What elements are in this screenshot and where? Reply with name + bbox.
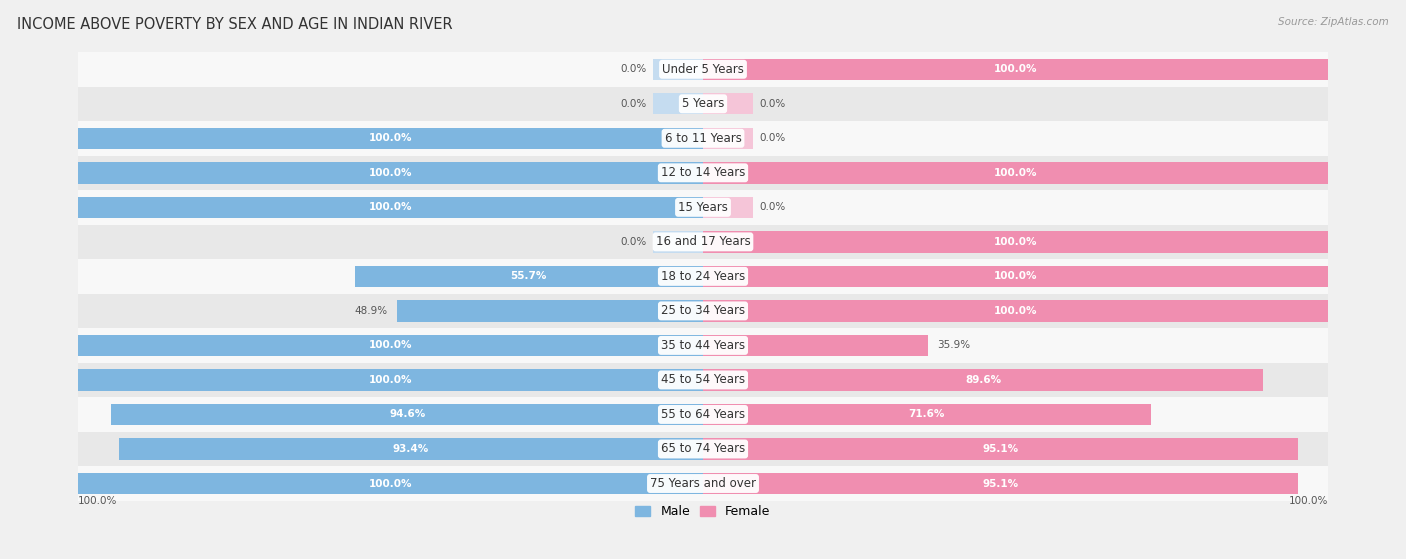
Text: 35 to 44 Years: 35 to 44 Years: [661, 339, 745, 352]
Bar: [77, 466, 1329, 501]
Bar: [652, 93, 703, 115]
Text: 16 and 17 Years: 16 and 17 Years: [655, 235, 751, 248]
Bar: [77, 87, 1329, 121]
Bar: [703, 438, 1298, 459]
Bar: [703, 404, 1152, 425]
Bar: [396, 300, 703, 321]
Text: 89.6%: 89.6%: [965, 375, 1001, 385]
Bar: [77, 259, 1329, 293]
Bar: [703, 473, 1298, 494]
Bar: [703, 335, 928, 356]
Text: 45 to 54 Years: 45 to 54 Years: [661, 373, 745, 386]
Text: 48.9%: 48.9%: [354, 306, 388, 316]
Bar: [77, 155, 1329, 190]
Bar: [652, 59, 703, 80]
Text: 94.6%: 94.6%: [389, 409, 425, 419]
Bar: [703, 369, 1264, 391]
Text: 0.0%: 0.0%: [759, 133, 786, 143]
Bar: [703, 59, 1329, 80]
Text: 25 to 34 Years: 25 to 34 Years: [661, 305, 745, 318]
Bar: [77, 293, 1329, 328]
Legend: Male, Female: Male, Female: [630, 500, 776, 523]
Bar: [703, 197, 754, 218]
Text: 75 Years and over: 75 Years and over: [650, 477, 756, 490]
Bar: [77, 162, 703, 183]
Text: 100.0%: 100.0%: [994, 168, 1038, 178]
Bar: [703, 93, 754, 115]
Bar: [703, 231, 1329, 253]
Text: 93.4%: 93.4%: [392, 444, 429, 454]
Text: 100.0%: 100.0%: [77, 496, 117, 506]
Text: 18 to 24 Years: 18 to 24 Years: [661, 270, 745, 283]
Text: 100.0%: 100.0%: [994, 237, 1038, 247]
Text: 100.0%: 100.0%: [368, 202, 412, 212]
Bar: [703, 266, 1329, 287]
Bar: [703, 162, 1329, 183]
Bar: [77, 363, 1329, 397]
Bar: [77, 397, 1329, 432]
Bar: [77, 52, 1329, 87]
Text: 15 Years: 15 Years: [678, 201, 728, 214]
Text: 0.0%: 0.0%: [759, 99, 786, 109]
Text: 95.1%: 95.1%: [983, 479, 1018, 489]
Text: 5 Years: 5 Years: [682, 97, 724, 110]
Bar: [703, 300, 1329, 321]
Text: 100.0%: 100.0%: [994, 271, 1038, 281]
Text: 6 to 11 Years: 6 to 11 Years: [665, 132, 741, 145]
Text: 71.6%: 71.6%: [908, 409, 945, 419]
Bar: [77, 225, 1329, 259]
Text: 95.1%: 95.1%: [983, 444, 1018, 454]
Text: 100.0%: 100.0%: [368, 479, 412, 489]
Text: 0.0%: 0.0%: [759, 202, 786, 212]
Text: 55 to 64 Years: 55 to 64 Years: [661, 408, 745, 421]
Text: 100.0%: 100.0%: [994, 306, 1038, 316]
Text: Under 5 Years: Under 5 Years: [662, 63, 744, 76]
Bar: [77, 369, 703, 391]
Text: 100.0%: 100.0%: [994, 64, 1038, 74]
Bar: [652, 231, 703, 253]
Bar: [703, 127, 754, 149]
Bar: [77, 335, 703, 356]
Text: 100.0%: 100.0%: [368, 168, 412, 178]
Text: 0.0%: 0.0%: [620, 99, 647, 109]
Text: 100.0%: 100.0%: [368, 133, 412, 143]
Text: 100.0%: 100.0%: [1289, 496, 1329, 506]
Text: 100.0%: 100.0%: [368, 340, 412, 350]
Bar: [77, 473, 703, 494]
Text: 35.9%: 35.9%: [936, 340, 970, 350]
Text: 55.7%: 55.7%: [510, 271, 547, 281]
Text: Source: ZipAtlas.com: Source: ZipAtlas.com: [1278, 17, 1389, 27]
Bar: [77, 190, 1329, 225]
Bar: [77, 432, 1329, 466]
Bar: [354, 266, 703, 287]
Text: 12 to 14 Years: 12 to 14 Years: [661, 167, 745, 179]
Text: INCOME ABOVE POVERTY BY SEX AND AGE IN INDIAN RIVER: INCOME ABOVE POVERTY BY SEX AND AGE IN I…: [17, 17, 453, 32]
Text: 0.0%: 0.0%: [620, 237, 647, 247]
Bar: [77, 328, 1329, 363]
Text: 65 to 74 Years: 65 to 74 Years: [661, 443, 745, 456]
Text: 0.0%: 0.0%: [620, 64, 647, 74]
Text: 100.0%: 100.0%: [368, 375, 412, 385]
Bar: [111, 404, 703, 425]
Bar: [77, 197, 703, 218]
Bar: [77, 127, 703, 149]
Bar: [77, 121, 1329, 155]
Bar: [120, 438, 703, 459]
